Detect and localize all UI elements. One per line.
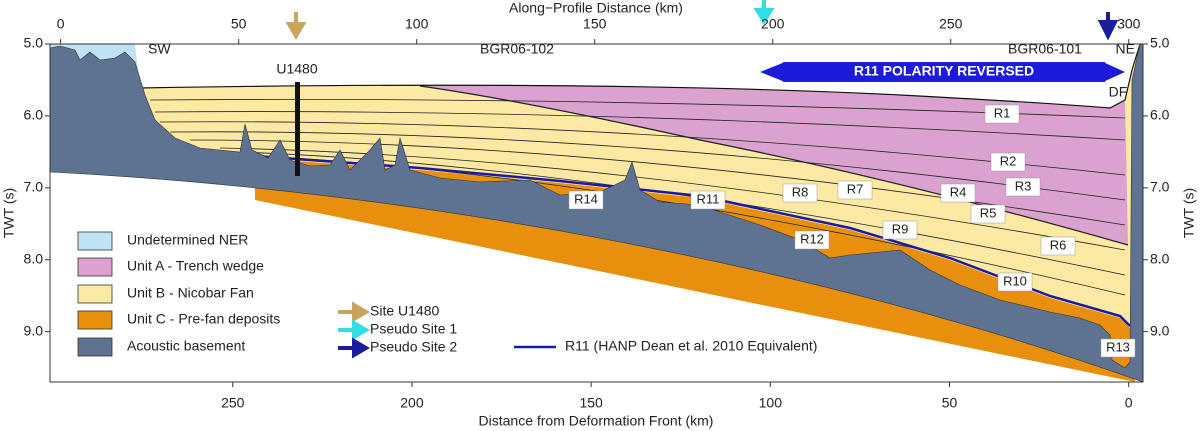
- y-tick-label: 9.0: [1150, 322, 1170, 338]
- reflector-label: R11: [697, 191, 720, 206]
- unit-a-fill: [420, 85, 1128, 245]
- reflector-label: R2: [1000, 153, 1017, 168]
- reflector-label: R12: [800, 231, 824, 246]
- reflector-box: [940, 183, 976, 203]
- x-tick-label: 200: [761, 16, 785, 32]
- x-tick-label: 150: [583, 16, 607, 32]
- x-tick-label: 0: [1125, 395, 1133, 411]
- legend-label: Unit B - Nicobar Fan: [127, 285, 254, 301]
- basement-fill: [49, 43, 1144, 383]
- x-tick-label: 50: [942, 395, 958, 411]
- reflector-label: R4: [950, 184, 967, 199]
- reflector-box: [997, 272, 1033, 292]
- reflector-box: [782, 183, 818, 203]
- r11-line: [254, 154, 1131, 327]
- reflector-label: R13: [1106, 339, 1130, 354]
- reflector-box: [970, 204, 1006, 224]
- x-tick-label: 300: [1117, 16, 1141, 32]
- y-tick-label: 5.0: [1150, 35, 1170, 51]
- legend-label: Site U1480: [370, 303, 439, 319]
- reflector-box: [794, 230, 830, 250]
- reflector-box: [1005, 177, 1041, 197]
- reflector-box: [1100, 338, 1136, 358]
- reflector-box: [690, 190, 726, 210]
- x-tick-label: 150: [579, 395, 603, 411]
- reflector-label: R6: [1050, 237, 1067, 252]
- annotation: BGR06-101: [1008, 41, 1082, 57]
- annotation: BGR06-102: [480, 41, 554, 57]
- y-tick-label: 8.0: [24, 250, 44, 266]
- legend-label: Undetermined NER: [127, 232, 248, 248]
- legend-label: Pseudo Site 1: [370, 321, 457, 337]
- y-tick-label: 6.0: [1150, 107, 1170, 123]
- y-tick-label: 7.0: [24, 179, 44, 195]
- axis-title: Along−Profile Distance (km): [509, 0, 683, 16]
- reflector-box: [837, 180, 873, 200]
- section: [49, 43, 1144, 383]
- y-tick-label: 8.0: [1150, 250, 1170, 266]
- legend-label: R11 (HANP Dean et al. 2010 Equivalent): [565, 338, 817, 354]
- x-tick-label: 250: [221, 395, 245, 411]
- reflector-box: [1040, 236, 1076, 256]
- x-tick-label: 250: [939, 16, 963, 32]
- reflector-label: R14: [574, 191, 598, 206]
- x-tick-label: 50: [231, 16, 247, 32]
- annotation: DF: [1109, 84, 1128, 100]
- banner-label: R11 POLARITY REVERSED: [854, 63, 1034, 79]
- legend-label: Unit C - Pre-fan deposits: [127, 311, 280, 327]
- legend-label: Acoustic basement: [127, 338, 245, 354]
- x-tick-label: 200: [400, 395, 424, 411]
- reflector-label: R3: [1015, 178, 1032, 193]
- x-tick-label: 100: [759, 395, 783, 411]
- annotation: NE: [1116, 41, 1135, 57]
- y-tick-label: 7.0: [1150, 179, 1170, 195]
- reflector-label: R10: [1003, 273, 1027, 288]
- y-tick-label: 9.0: [24, 322, 44, 338]
- axis-title: Distance from Deformation Front (km): [479, 413, 714, 429]
- y-tick-label: 5.0: [24, 35, 44, 51]
- reflector-label: R7: [847, 181, 864, 196]
- legend-label: Unit A - Trench wedge: [127, 258, 264, 274]
- x-tick-label: 0: [57, 16, 65, 32]
- x-tick-label: 100: [405, 16, 429, 32]
- axis-title: TWT (s): [1181, 188, 1197, 238]
- legend: [77, 231, 556, 359]
- reflector-label: R9: [892, 221, 909, 236]
- borehole: [295, 82, 300, 176]
- annotation: U1480: [276, 61, 317, 77]
- y-tick-label: 6.0: [24, 107, 44, 123]
- reflector-box: [990, 152, 1026, 172]
- reflector-label: R8: [792, 184, 809, 199]
- axis-title: TWT (s): [1, 188, 17, 238]
- reflector-label: R1: [994, 105, 1011, 120]
- legend-label: Pseudo Site 2: [370, 339, 457, 355]
- reflector-box: [984, 104, 1020, 124]
- banner: R11 POLARITY REVERSED: [760, 62, 1125, 82]
- reflector-box: [882, 220, 918, 240]
- reflector-box: [568, 190, 604, 210]
- reflector-label: R5: [980, 205, 997, 220]
- top-arrows: [285, 0, 1119, 41]
- annotation: SW: [148, 41, 171, 57]
- seafloor: [139, 43, 1141, 109]
